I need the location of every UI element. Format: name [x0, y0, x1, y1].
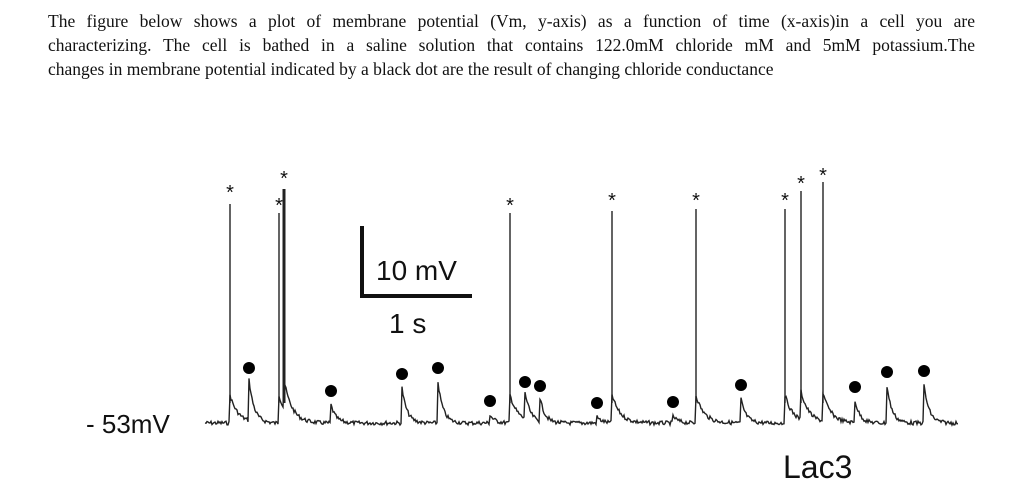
spike-asterisk-marker: * [781, 190, 789, 212]
voltage-trace [204, 182, 959, 428]
chloride-event-dot [735, 379, 747, 391]
trace-line [204, 378, 959, 428]
scale-bar-time-label: 1 s [389, 308, 426, 339]
baseline-potential-label: - 53mV [86, 409, 170, 439]
chloride-event-dot [667, 396, 679, 408]
spike-asterisk-marker: * [275, 195, 283, 217]
question-line-1: The figure below shows a plot of membran… [48, 11, 975, 31]
chloride-event-dot [432, 362, 444, 374]
spike-asterisk-marker: * [819, 165, 827, 187]
event-markers: * * * * * * * * * [226, 165, 930, 409]
question-line-3: changes in membrane potential indicated … [48, 59, 774, 79]
chloride-event-dot [325, 385, 337, 397]
spike-asterisk-marker: * [692, 190, 700, 212]
spike-asterisk-marker: * [280, 168, 288, 190]
spike-asterisk-marker: * [608, 190, 616, 212]
scale-bar-voltage-label: 10 mV [376, 255, 457, 286]
cell-label: Lac3 [783, 449, 852, 485]
spike-asterisk-marker: * [506, 195, 514, 217]
chloride-event-dot [591, 397, 603, 409]
chloride-event-dot [918, 365, 930, 377]
question-line-2: characterizing. The cell is bathed in a … [48, 35, 975, 55]
chloride-event-dot [849, 381, 861, 393]
chloride-event-dot [243, 362, 255, 374]
chloride-event-dot [534, 380, 546, 392]
chloride-event-dot [881, 366, 893, 378]
scale-bar: 10 mV 1 s [360, 226, 472, 339]
chloride-event-dot [519, 376, 531, 388]
chloride-event-dot [396, 368, 408, 380]
spike-asterisk-marker: * [226, 182, 234, 204]
spike-asterisk-marker: * [797, 173, 805, 195]
chloride-event-dot [484, 395, 496, 407]
